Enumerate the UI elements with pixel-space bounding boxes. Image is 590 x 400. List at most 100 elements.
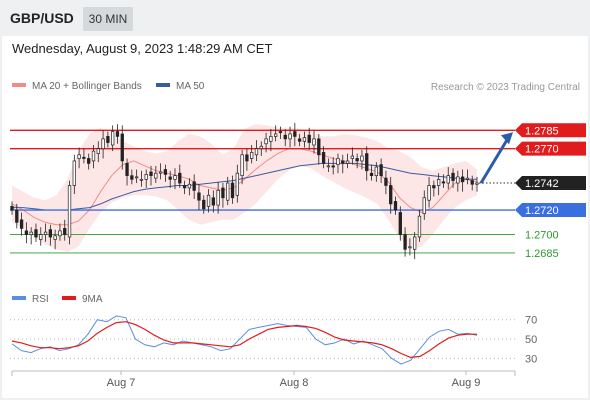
- candle-body: [274, 133, 278, 137]
- price-level-label: 1.2770: [525, 144, 559, 156]
- candle-body: [178, 172, 182, 184]
- candle-body: [15, 209, 19, 223]
- candle-body: [67, 185, 72, 238]
- current-price-label: 1.2742: [525, 178, 559, 190]
- candle-body: [365, 153, 369, 172]
- candle-body: [29, 231, 33, 235]
- candle-body: [446, 175, 450, 184]
- rsi-tick-label: 30: [525, 353, 537, 365]
- candle-body: [10, 205, 14, 211]
- candle-body: [149, 171, 153, 177]
- candle-body: [336, 158, 340, 165]
- candle-body: [278, 131, 283, 134]
- candle-body: [134, 176, 139, 179]
- candle-body: [470, 180, 474, 185]
- candle-body: [345, 160, 350, 164]
- candle-body: [226, 182, 230, 201]
- candle-body: [269, 136, 273, 142]
- price-level-badge: [515, 123, 586, 138]
- candle-body: [230, 182, 235, 199]
- candle-body: [379, 164, 383, 177]
- candle-body: [460, 176, 465, 183]
- candle-body: [250, 152, 254, 159]
- candle-body: [427, 185, 431, 201]
- candle-body: [393, 201, 398, 211]
- candle-body: [360, 155, 364, 162]
- candle-body: [389, 185, 393, 205]
- candle-body: [355, 158, 359, 162]
- candle-body: [163, 169, 168, 175]
- candle-body: [288, 133, 292, 140]
- bollinger-band-area: [12, 124, 477, 252]
- candle-body: [48, 229, 53, 238]
- candle-body: [154, 172, 158, 179]
- candle-body: [216, 190, 220, 206]
- candle-body: [111, 131, 115, 146]
- candle-body: [72, 160, 76, 186]
- candle-body: [422, 197, 426, 215]
- candle-body: [264, 138, 268, 145]
- candle-body: [317, 138, 321, 156]
- candle-body: [158, 171, 163, 174]
- candle-body: [374, 166, 378, 177]
- candle-body: [53, 235, 57, 240]
- price-level-label: 1.2785: [525, 125, 559, 137]
- candle-body: [341, 160, 345, 164]
- candle-body: [321, 152, 326, 164]
- currency-pair-label: GBP/USD: [10, 10, 74, 26]
- forecast-arrow-shaft: [479, 137, 510, 184]
- candle-body: [413, 236, 417, 250]
- current-price-badge: [515, 176, 586, 191]
- candle-body: [475, 182, 479, 185]
- candle-body: [206, 194, 211, 207]
- candle-body: [168, 176, 172, 180]
- candle-body: [91, 150, 96, 162]
- legend-swatch: [12, 83, 26, 87]
- candle-body: [369, 172, 374, 177]
- rsi-legend-swatch: [62, 296, 76, 300]
- candle-body: [63, 228, 67, 235]
- candle-body: [173, 175, 177, 180]
- candle-body: [96, 148, 100, 154]
- price-level-label: 1.2685: [525, 248, 559, 260]
- candle-body: [101, 138, 105, 150]
- datetime-label: Wednesday, August 9, 2023 1:48:29 AM CET: [12, 41, 273, 56]
- candle-body: [456, 176, 460, 184]
- rsi-ma-line: [11, 321, 477, 359]
- timeframe-button[interactable]: 30 MIN: [83, 7, 133, 31]
- candle-body: [139, 178, 144, 181]
- candle-body: [465, 177, 470, 180]
- candle-body: [235, 172, 239, 196]
- rsi-legend-label: 9MA: [82, 294, 103, 305]
- candle-body: [436, 178, 441, 186]
- candle-body: [326, 165, 331, 168]
- candle-body: [125, 163, 129, 177]
- candle-body: [106, 136, 110, 143]
- candle-body: [187, 183, 192, 189]
- chart-panel: [2, 36, 588, 398]
- candle-body: [254, 148, 259, 156]
- candle-body: [441, 181, 446, 184]
- legend-swatch: [156, 83, 170, 87]
- candle-body: [115, 131, 120, 137]
- copyright-label: Research © 2023 Trading Central: [431, 82, 580, 93]
- x-tick-label: Aug 9: [452, 377, 481, 389]
- rsi-legend-label: RSI: [32, 294, 49, 305]
- rsi-tick-label: 50: [525, 334, 537, 346]
- candle-body: [24, 230, 29, 235]
- candle-body: [182, 185, 187, 189]
- candle-body: [34, 229, 38, 238]
- candle-body: [192, 181, 196, 191]
- candle-body: [87, 158, 91, 164]
- candle-body: [19, 219, 24, 229]
- top-bar: GBP/USD 30 MIN: [0, 0, 590, 36]
- rsi-legend-swatch: [12, 296, 26, 300]
- candle-body: [350, 155, 355, 159]
- candle-body: [293, 131, 297, 137]
- candle-body: [39, 234, 43, 240]
- candle-body: [77, 154, 81, 159]
- candle-body: [384, 177, 388, 186]
- candle-body: [403, 234, 407, 250]
- price-level-label: 1.2720: [525, 205, 559, 217]
